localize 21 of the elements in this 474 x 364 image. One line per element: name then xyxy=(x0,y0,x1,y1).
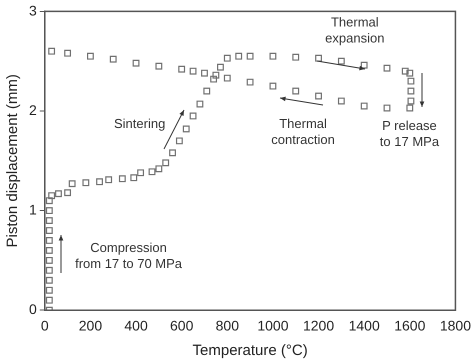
x-tick-label: 0 xyxy=(40,317,49,334)
y-tick-label: 0 xyxy=(28,301,37,318)
y-axis-title: Piston displacement (mm) xyxy=(4,74,22,248)
x-tick-label: 1200 xyxy=(302,317,334,334)
annotation: Compression from 17 to 70 MPa xyxy=(75,240,183,271)
x-tick-label: 600 xyxy=(170,317,194,334)
annotation: Thermal contraction xyxy=(271,116,335,147)
x-tick-label: 400 xyxy=(124,317,148,334)
x-tick-label: 200 xyxy=(78,317,102,334)
y-tick-label: 1 xyxy=(28,201,37,218)
y-tick-label: 3 xyxy=(28,2,37,18)
x-tick-label: 1800 xyxy=(440,317,472,334)
x-tick-label: 1600 xyxy=(394,317,426,334)
x-tick-label: 800 xyxy=(216,317,240,334)
annotation: Sintering xyxy=(114,116,166,132)
x-tick-label: 1400 xyxy=(348,317,380,334)
annotation: P release to 17 MPa xyxy=(380,118,440,150)
x-tick-label: 1000 xyxy=(257,317,289,334)
annotation: Thermal expansion xyxy=(325,14,384,46)
x-axis-title: Temperature (°C) xyxy=(192,342,308,360)
y-tick-label: 2 xyxy=(28,102,37,118)
